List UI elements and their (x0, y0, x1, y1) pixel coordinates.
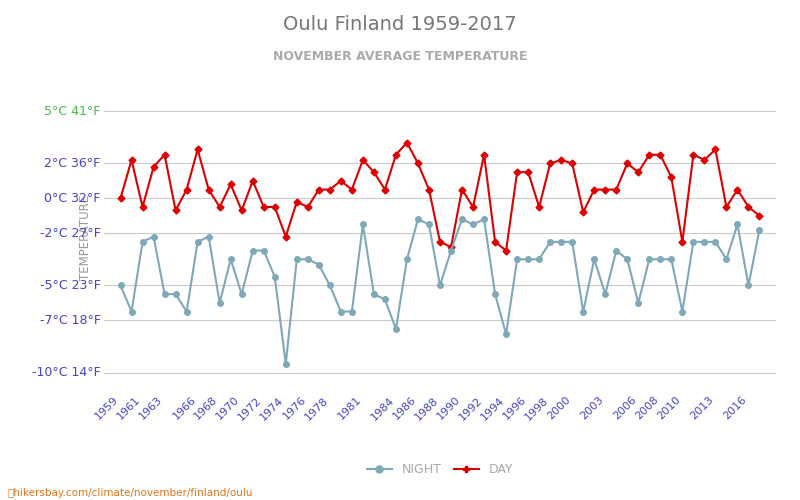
Text: 📍hikersbay.com/climate/november/finland/oulu: 📍hikersbay.com/climate/november/finland/… (8, 488, 254, 498)
Text: 5°C 41°F: 5°C 41°F (44, 104, 101, 118)
Y-axis label: TEMPERATURE: TEMPERATURE (79, 195, 92, 280)
Text: 2°C 36°F: 2°C 36°F (44, 157, 101, 170)
Text: 0°C 32°F: 0°C 32°F (44, 192, 101, 205)
Text: -7°C 18°F: -7°C 18°F (40, 314, 101, 327)
Text: NOVEMBER AVERAGE TEMPERATURE: NOVEMBER AVERAGE TEMPERATURE (273, 50, 527, 63)
Legend: NIGHT, DAY: NIGHT, DAY (362, 458, 518, 481)
Text: -5°C 23°F: -5°C 23°F (40, 279, 101, 292)
Text: -10°C 14°F: -10°C 14°F (32, 366, 101, 379)
Text: -2°C 27°F: -2°C 27°F (40, 226, 101, 239)
Text: Oulu Finland 1959-2017: Oulu Finland 1959-2017 (283, 15, 517, 34)
